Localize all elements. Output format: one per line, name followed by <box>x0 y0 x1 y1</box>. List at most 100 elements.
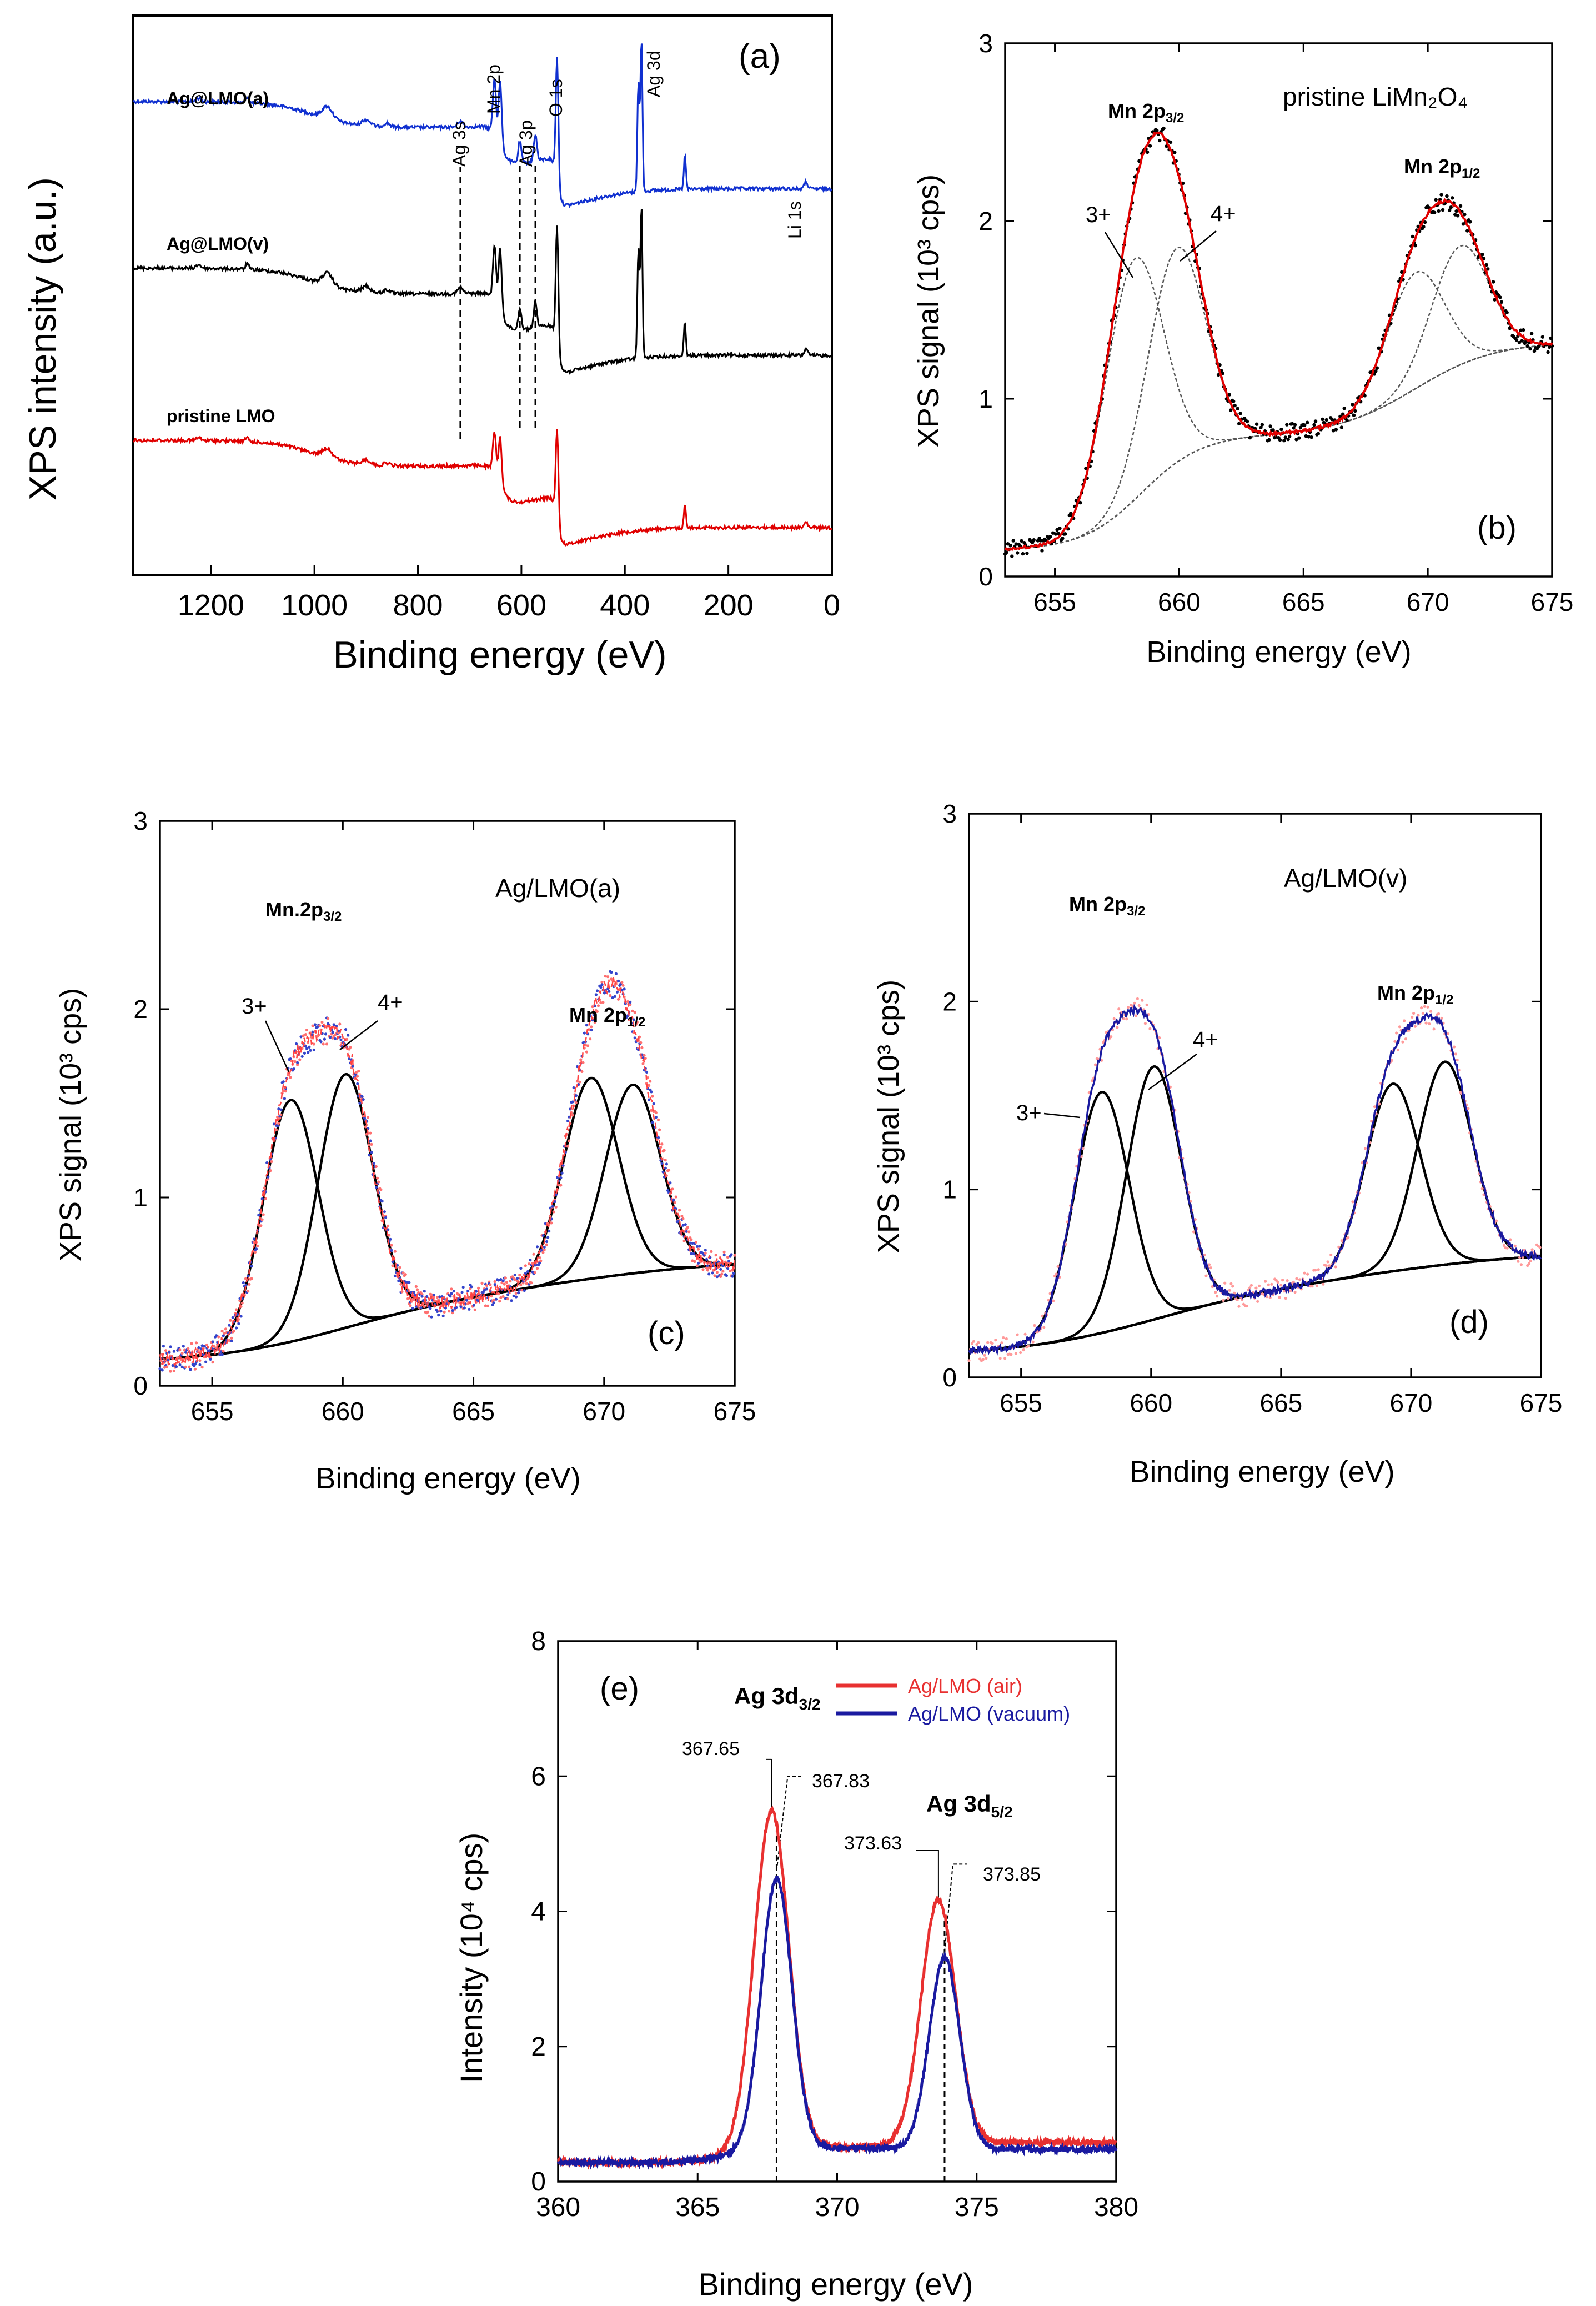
data-point <box>1334 1265 1337 1269</box>
data-point <box>1022 1348 1025 1352</box>
data-point <box>586 1044 590 1047</box>
data-point <box>375 1176 379 1180</box>
data-point <box>1439 193 1443 197</box>
data-point <box>1527 1262 1531 1265</box>
data-point <box>189 1368 192 1371</box>
data-point <box>344 1028 348 1031</box>
data-point <box>1286 1279 1289 1282</box>
panel-b-arrow-3plus <box>1104 232 1134 278</box>
data-point <box>208 1349 211 1352</box>
data-point <box>253 1251 257 1254</box>
data-point <box>1223 1281 1227 1285</box>
data-point <box>451 1309 454 1312</box>
data-point <box>695 1264 699 1267</box>
data-point <box>1311 1285 1314 1288</box>
data-point <box>585 1024 589 1027</box>
data-point <box>421 1299 425 1302</box>
data-point <box>1193 1218 1197 1221</box>
data-point <box>1245 1304 1248 1308</box>
data-point <box>693 1260 696 1263</box>
data-point <box>1209 1266 1212 1270</box>
y-tick-label: 1 <box>133 1183 148 1212</box>
data-point <box>1148 1027 1152 1030</box>
data-point <box>450 1287 453 1291</box>
y-tick-label: 4 <box>531 1897 546 1927</box>
data-point <box>1453 1045 1456 1049</box>
data-point <box>222 1334 225 1337</box>
data-point <box>615 990 619 994</box>
data-point <box>356 1082 359 1085</box>
data-point <box>369 1131 372 1135</box>
data-point <box>1282 439 1286 443</box>
data-point <box>711 1271 714 1275</box>
data-point <box>405 1281 409 1284</box>
x-tick-label: 375 <box>955 2193 999 2222</box>
panel-b-peak-mn-2p12: Mn 2p1/2 <box>1404 155 1480 181</box>
data-point <box>666 1189 670 1192</box>
data-point <box>678 1209 681 1212</box>
data-point <box>698 1245 701 1248</box>
data-point <box>1304 434 1308 438</box>
data-point <box>1537 344 1540 349</box>
data-point <box>1231 1285 1234 1288</box>
panel-a-frame <box>132 14 833 576</box>
data-point <box>162 1345 165 1348</box>
peak-label-ag-3s: Ag 3s <box>449 121 469 167</box>
panel-b-title: pristine LiMn₂O₄ <box>1283 82 1468 111</box>
data-point <box>603 991 606 995</box>
data-point <box>514 1291 518 1295</box>
data-point <box>484 1304 487 1307</box>
data-point <box>229 1319 232 1322</box>
data-point <box>1322 1282 1325 1286</box>
data-point <box>169 1345 172 1348</box>
data-point <box>485 1287 489 1291</box>
data-point <box>1048 535 1052 539</box>
data-point <box>656 1118 660 1121</box>
data-point <box>1437 1012 1441 1015</box>
data-point <box>267 1175 270 1179</box>
data-point <box>601 1001 605 1004</box>
data-point <box>1480 1187 1484 1190</box>
data-point <box>1461 222 1465 226</box>
data-point <box>722 1250 726 1254</box>
data-point <box>610 971 613 974</box>
panel-frame <box>159 820 736 1387</box>
data-point <box>715 1275 719 1279</box>
data-point <box>1228 1289 1231 1292</box>
data-point <box>524 1264 527 1267</box>
data-point <box>599 986 603 989</box>
data-point <box>725 1274 728 1277</box>
data-point <box>1226 1297 1229 1300</box>
data-point <box>1352 413 1356 417</box>
y-tick-label: 0 <box>531 2167 546 2197</box>
data-point <box>595 989 599 992</box>
y-tick-label: 3 <box>978 29 993 58</box>
data-point <box>1158 138 1162 143</box>
panel-c-arrow-3plus <box>264 1020 290 1072</box>
data-point <box>590 1025 593 1029</box>
data-point <box>1173 151 1177 154</box>
data-point <box>1011 539 1016 543</box>
data-point <box>1145 1003 1148 1006</box>
data-point <box>1078 500 1082 505</box>
data-point <box>171 1363 174 1367</box>
data-point <box>590 1028 593 1032</box>
data-point <box>503 1282 506 1286</box>
data-point <box>606 975 610 979</box>
data-point <box>1162 126 1166 131</box>
data-point <box>252 1240 255 1244</box>
panel-e-ag3d: 360 365 370 375 380 0 2 4 6 8 (e) Binding energy … <box>454 1627 1138 2302</box>
x-tick-label: 670 <box>583 1397 625 1426</box>
data-point <box>282 1080 285 1084</box>
data-point <box>1233 403 1237 408</box>
data-point <box>1265 1295 1269 1299</box>
data-point <box>322 1042 325 1046</box>
data-point <box>374 1165 378 1168</box>
data-point <box>391 1260 394 1264</box>
data-point <box>1340 1239 1343 1242</box>
data-point <box>370 1151 373 1154</box>
data-point <box>305 1047 309 1050</box>
data-point <box>645 1070 649 1074</box>
peak-label-li-1s: Li 1s <box>785 201 805 239</box>
data-point <box>311 1024 314 1027</box>
